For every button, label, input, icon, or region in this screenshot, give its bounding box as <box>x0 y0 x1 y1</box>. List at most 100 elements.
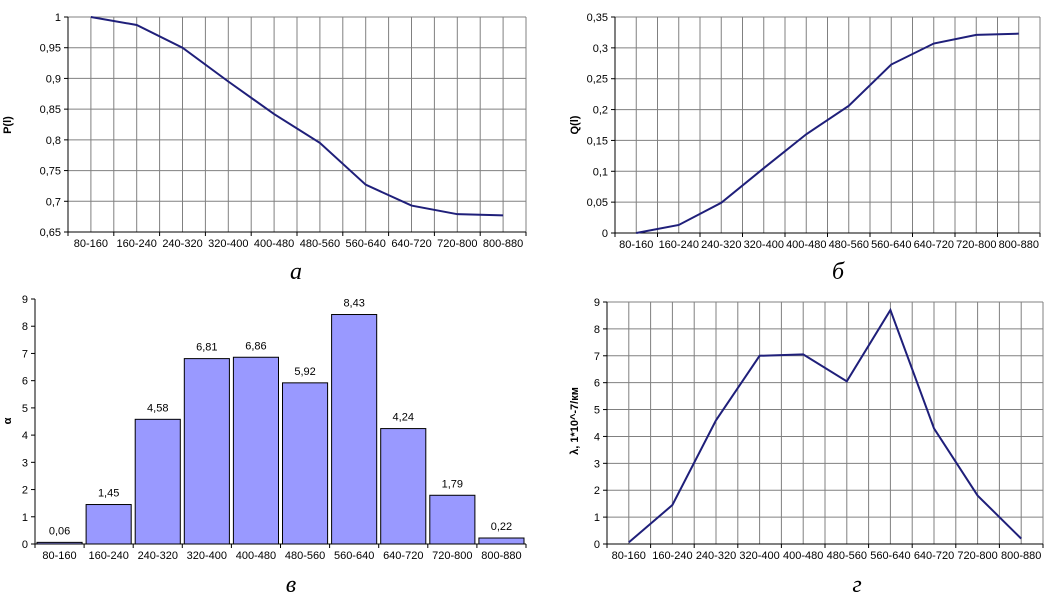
panel-caption: г <box>852 572 861 598</box>
data-label: 4,24 <box>393 412 414 424</box>
x-tick-label: 320-400 <box>187 550 227 562</box>
x-tick-label: 80-160 <box>619 239 653 251</box>
y-tick-label: 0,2 <box>593 105 608 117</box>
y-tick-label: 0,9 <box>46 73 61 85</box>
x-tick-label: 400-480 <box>236 550 276 562</box>
chart-panel: 0 0,05 0,1 0,15 0,2 0,25 0,3 0,35 80-160 160-240 2… <box>569 12 1041 285</box>
y-tick-label: 0,1 <box>593 166 608 178</box>
x-tick-label: 720-800 <box>437 238 477 250</box>
y-tick-label: 0,75 <box>40 166 61 178</box>
x-tick-label: 400-480 <box>783 550 823 562</box>
y-axis-label: Q(l) <box>569 115 581 134</box>
y-tick-label: 0,35 <box>587 12 608 24</box>
y-tick-label: 7 <box>594 351 600 363</box>
series-line <box>90 16 504 217</box>
x-tick-label: 480-560 <box>285 550 325 562</box>
x-tick-label: 560-640 <box>346 238 386 250</box>
bar <box>85 504 132 545</box>
bar <box>478 537 525 545</box>
x-tick-label: 400-480 <box>254 238 294 250</box>
y-tick-label: 0 <box>22 539 28 551</box>
y-tick-label: 9 <box>22 294 28 306</box>
data-label: 6,86 <box>245 340 266 352</box>
panel-caption: в <box>286 572 296 598</box>
x-tick-label: 640-720 <box>391 238 431 250</box>
y-tick-label: 0 <box>602 228 608 240</box>
y-tick-label: 0,3 <box>593 43 608 55</box>
x-tick-label: 240-320 <box>138 550 178 562</box>
y-tick-label: 8 <box>22 321 28 333</box>
panel-caption: б <box>832 259 845 285</box>
y-tick-label: 8 <box>594 324 600 336</box>
x-tick-label: 640-720 <box>383 550 423 562</box>
y-axis-label: λ, 1*10^-7/км <box>569 387 581 455</box>
data-label: 1,45 <box>98 488 119 500</box>
y-axis-label: P(l) <box>2 116 14 134</box>
y-tick-label: 0,25 <box>587 74 608 86</box>
y-tick-label: 0,85 <box>40 104 61 116</box>
bar <box>429 494 476 545</box>
y-tick-label: 4 <box>22 430 28 442</box>
y-tick-label: 0,95 <box>40 43 61 55</box>
data-label: 0,06 <box>49 525 70 537</box>
y-tick-label: 3 <box>594 458 600 470</box>
x-tick-label: 160-240 <box>88 550 128 562</box>
x-tick-label: 320-400 <box>744 239 784 251</box>
x-tick-label: 160-240 <box>659 239 699 251</box>
bar <box>36 541 83 545</box>
bar <box>331 314 378 545</box>
x-tick-label: 800-880 <box>481 550 521 562</box>
x-tick-label: 800-880 <box>999 239 1039 251</box>
x-tick-label: 800-880 <box>483 238 523 250</box>
y-tick-label: 6 <box>22 376 28 388</box>
y-tick-label: 1 <box>22 512 28 524</box>
x-tick-label: 640-720 <box>914 550 954 562</box>
y-tick-label: 0 <box>594 539 600 551</box>
y-tick-label: 2 <box>22 485 28 497</box>
y-tick-label: 0,15 <box>587 135 608 147</box>
data-label: 8,43 <box>343 298 364 310</box>
y-tick-label: 7 <box>22 348 28 360</box>
panel-caption: a <box>290 259 302 285</box>
x-tick-label: 320-400 <box>208 238 248 250</box>
x-tick-label: 720-800 <box>956 239 996 251</box>
y-tick-label: 0,7 <box>46 196 61 208</box>
x-tick-label: 720-800 <box>957 550 997 562</box>
x-tick-label: 240-320 <box>162 238 202 250</box>
x-tick-label: 320-400 <box>739 550 779 562</box>
x-tick-label: 560-640 <box>334 550 374 562</box>
y-tick-label: 6 <box>594 378 600 390</box>
data-label: 1,79 <box>442 478 463 490</box>
y-tick-label: 9 <box>594 297 600 309</box>
x-tick-label: 80-160 <box>74 238 108 250</box>
series-line <box>636 32 1019 234</box>
data-label: 0,22 <box>491 521 512 533</box>
y-tick-label: 3 <box>22 457 28 469</box>
y-tick-label: 0,8 <box>46 135 61 147</box>
x-tick-label: 240-320 <box>701 239 741 251</box>
x-tick-label: 560-640 <box>870 550 910 562</box>
y-tick-label: 5 <box>594 405 600 417</box>
x-tick-label: 240-320 <box>696 550 736 562</box>
x-tick-label: 160-240 <box>652 550 692 562</box>
x-tick-label: 800-880 <box>1001 550 1041 562</box>
chart-panel: 0,65 0,7 0,75 0,8 0,85 0,9 0,95 1 80-160 160-240 2… <box>2 12 527 285</box>
x-tick-label: 560-640 <box>871 239 911 251</box>
y-tick-label: 2 <box>594 485 600 497</box>
data-label: 5,92 <box>294 366 315 378</box>
y-axis-label: α <box>2 417 14 424</box>
y-tick-label: 0,65 <box>40 227 61 239</box>
x-tick-label: 80-160 <box>612 550 646 562</box>
data-label: 4,58 <box>147 402 168 414</box>
x-tick-label: 640-720 <box>914 239 954 251</box>
x-tick-label: 400-480 <box>786 239 826 251</box>
bar <box>183 358 230 545</box>
x-tick-label: 480-560 <box>827 550 867 562</box>
x-tick-label: 80-160 <box>42 550 76 562</box>
series-line <box>628 307 1022 544</box>
x-tick-label: 160-240 <box>117 238 157 250</box>
y-tick-label: 1 <box>594 512 600 524</box>
